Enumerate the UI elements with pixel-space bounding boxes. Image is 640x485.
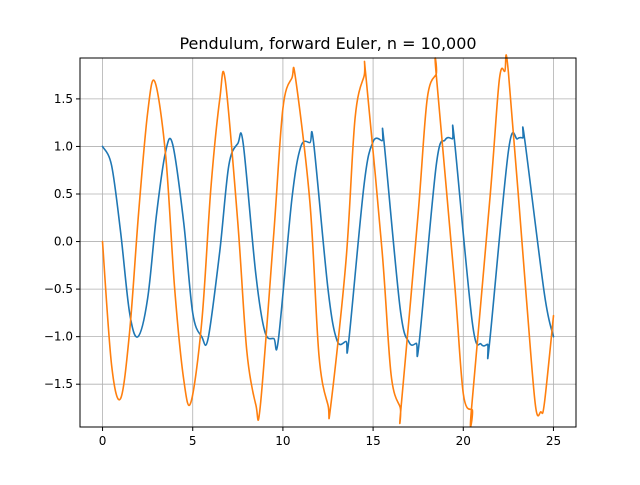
chart-title: Pendulum, forward Euler, n = 10,000 bbox=[179, 34, 476, 53]
series-line-2 bbox=[101, 54, 555, 428]
series-line-1 bbox=[101, 124, 555, 360]
y-tick-label: 0.5 bbox=[54, 187, 73, 201]
y-tick-label: 1.5 bbox=[54, 92, 73, 106]
y-tick-label: 0.0 bbox=[54, 235, 73, 249]
y-tick-label: −1.0 bbox=[44, 330, 73, 344]
x-tick-label: 20 bbox=[456, 434, 471, 448]
x-tick-label: 25 bbox=[546, 434, 561, 448]
x-tick-label: 5 bbox=[189, 434, 197, 448]
x-tick-label: 10 bbox=[275, 434, 290, 448]
x-tick-label: 15 bbox=[365, 434, 380, 448]
tick-layer: 0 5 10 15 20 25 −1.5 −1.0 −0.5 0.0 0.5 1.0 1.5 bbox=[44, 92, 561, 448]
grid-layer bbox=[80, 58, 576, 427]
y-tick-label: 1.0 bbox=[54, 139, 73, 153]
series-layer bbox=[101, 54, 555, 428]
y-tick-label: −0.5 bbox=[44, 282, 73, 296]
plot-frame bbox=[79, 57, 577, 428]
y-tick-label: −1.5 bbox=[44, 377, 73, 391]
x-tick-label: 0 bbox=[99, 434, 107, 448]
